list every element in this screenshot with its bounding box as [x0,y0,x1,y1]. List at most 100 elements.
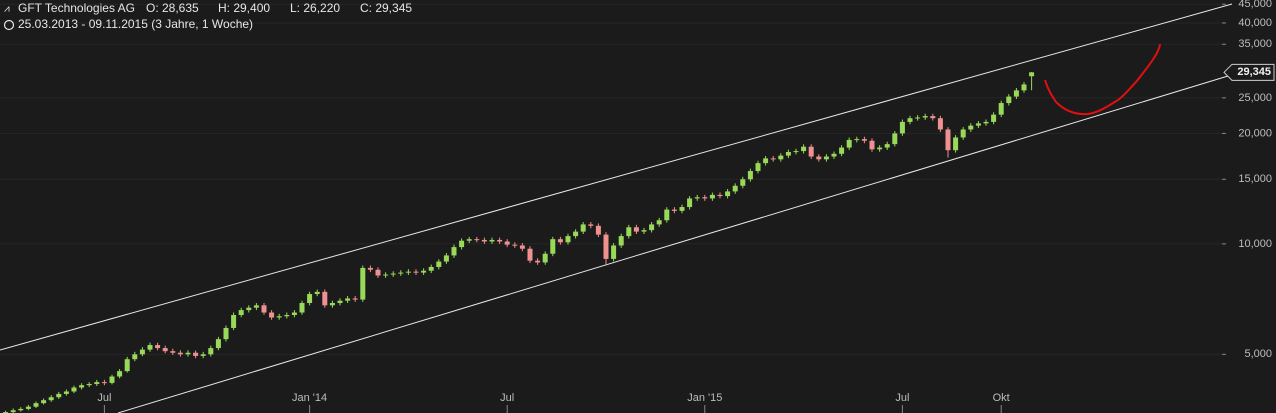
candle-body [56,393,62,398]
y-tick-label: 40,000 [1238,17,1272,29]
candle-body [702,197,708,199]
candle-body [937,118,943,130]
candle-body [474,239,480,241]
candle-body [823,156,829,160]
y-tick-label: 45,000 [1238,0,1272,10]
ohlc-open: O: 28,635 [146,1,199,15]
candle-body [664,209,670,221]
candle-body [839,147,845,154]
candle-body [421,270,427,273]
candle-body [291,312,297,315]
x-tick-label: Jul [895,392,909,404]
candle-body [1006,96,1012,104]
candle-body [991,114,997,122]
candle-body [1029,72,1035,77]
candle-body [975,123,981,126]
candle-body [679,207,685,211]
candle-body [383,274,389,276]
candle-body [94,382,100,385]
x-tick-label: Jul [97,392,111,404]
price-tag-label: 29,345 [1237,66,1271,78]
candle-body [793,151,799,153]
candle-body [671,209,677,211]
candle-body [208,348,214,355]
candle-body [405,271,411,273]
candle-body [481,239,487,242]
candle-body [466,239,472,241]
candle-body [109,376,115,383]
candle-body [557,239,563,243]
candle-body [337,300,343,304]
candle-body [588,224,594,226]
candle-body [428,266,434,271]
ohlc-high: H: 29,400 [218,1,270,15]
instrument-name: GFT Technologies AG [18,1,135,15]
candle-body [983,121,989,124]
candle-body [945,129,951,151]
candle-body [86,384,92,386]
candle-body [18,408,24,411]
y-tick-label: 20,000 [1238,127,1272,139]
candle-body [269,312,275,318]
y-tick-label: 5,000 [1244,348,1272,360]
candle-body [656,220,662,225]
annotation-scribble [1044,43,1161,116]
candle-body [618,236,624,246]
candle-body [877,147,883,150]
candle-body [953,137,959,151]
candle-body [413,271,419,273]
candle-body [48,397,54,401]
candle-body [147,345,153,350]
candle-body [25,406,31,409]
x-tick-label: Jan '15 [687,392,722,404]
candle-body [519,245,525,249]
candle-body [10,410,16,413]
candle-body [443,255,449,262]
last-price-tag: 29,345 [1223,63,1275,81]
ohlc-low: L: 26,220 [290,1,340,15]
y-tick-label: 15,000 [1238,173,1272,185]
candle-body [504,241,510,245]
candle-body [550,239,556,254]
candle-body [915,117,921,119]
candle-body [193,352,199,356]
candle-body [253,305,259,308]
candle-body [542,253,548,263]
candle-body [907,118,913,122]
candle-body [246,307,252,311]
candle-body [41,400,47,404]
candle-body [155,345,161,349]
candle-body [922,116,928,118]
candle-body [747,170,753,180]
candle-body [595,225,601,235]
candle-body [276,316,282,318]
date-range: 25.03.2013 - 09.11.2015 (3 Jahre, 1 Woch… [18,17,253,31]
candle-body [223,327,229,340]
x-tick-label: Okt [993,392,1010,404]
candle-body [869,140,875,150]
y-tick-label: 10,000 [1238,238,1272,250]
candle-body [732,185,738,192]
candle-body [352,298,358,300]
candle-body [626,227,632,237]
candle-body [329,303,335,306]
header: ⩘ GFT Technologies AG O: 28,635 H: 29,40… [3,1,412,31]
candle-body [436,261,442,267]
candle-body [816,156,822,160]
candle-body [778,155,784,160]
candle-body [641,230,647,232]
candle-body [603,234,609,259]
candle-body [717,194,723,197]
candle-body [527,248,533,261]
candle-body [580,224,586,232]
candle-body [770,158,776,160]
candle-body [1013,90,1019,97]
candle-body [861,139,867,141]
candle-body [79,385,85,388]
candle-body [535,260,541,263]
candle-body [162,348,168,352]
candle-body [808,146,814,157]
y-tick-label: 35,000 [1238,38,1272,50]
candle-body [763,158,769,164]
